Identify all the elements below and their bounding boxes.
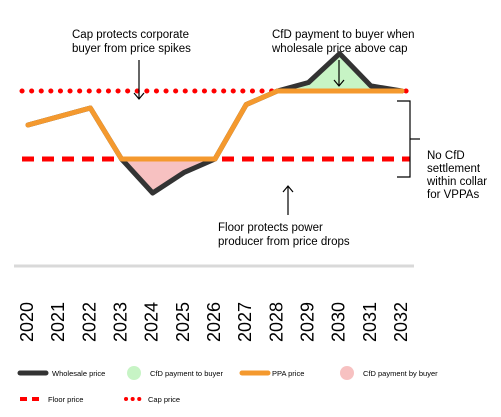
legend-marker-cfd-by-buyer xyxy=(340,366,354,380)
cfd-to-buyer-arrow-head xyxy=(333,79,345,87)
cfd-to-buyer-annotation-line-2: wholesale price above cap xyxy=(272,43,408,55)
no-cfd-annotation-line-2: settlement xyxy=(427,163,481,175)
floor-annotation: Floor protects power producer from price… xyxy=(218,221,378,249)
legend-markers xyxy=(17,366,354,401)
legend-marker-cfd-to-buyer xyxy=(127,366,141,380)
ppa-price-line xyxy=(25,88,405,162)
no-cfd-annotation-line-4: for VPPAs xyxy=(427,189,480,201)
legend-label-wholesale: Wholesale price xyxy=(52,369,106,378)
x-tick-label-2030: 2030 xyxy=(329,302,349,342)
x-tick-label-2028: 2028 xyxy=(266,302,286,342)
legend-label-cfd-by-buyer: CfD payment by buyer xyxy=(363,369,438,378)
cfd-to-buyer-band xyxy=(277,53,402,91)
legend-label-cfd-to-buyer: CfD payment to buyer xyxy=(150,369,223,378)
x-axis: 2020 2021 2022 2023 2024 2025 2026 2027 2028 2029… xyxy=(14,264,414,342)
reference-lines xyxy=(19,88,413,162)
x-tick-label-2024: 2024 xyxy=(142,302,162,342)
legend-label-ppa: PPA price xyxy=(272,369,305,378)
x-tick-label-2022: 2022 xyxy=(79,302,99,342)
cap-annotation: Cap protects corporate buyer from price … xyxy=(72,28,222,56)
x-tick-label-2025: 2025 xyxy=(173,302,193,342)
legend-label-cap: Cap price xyxy=(148,395,181,404)
x-tick-label-2026: 2026 xyxy=(204,302,224,342)
no-cfd-annotation-line-1: No CfD xyxy=(427,150,465,162)
x-tick-label-2023: 2023 xyxy=(111,302,131,342)
no-cfd-annotation: No CfD settlement within collar for VPPA… xyxy=(427,150,501,202)
annotation-arrows xyxy=(133,60,420,215)
floor-annotation-line-1: Floor protects power xyxy=(218,222,323,234)
floor-annotation-line-2: producer from price drops xyxy=(218,236,350,248)
legend-label-floor: Floor price xyxy=(48,395,84,404)
cfd-to-buyer-annotation: CfD payment to buyer when wholesale pric… xyxy=(272,28,442,56)
series-lines xyxy=(25,51,405,196)
cap-annotation-line-2: buyer from price spikes xyxy=(72,43,191,55)
x-tick-label-2027: 2027 xyxy=(235,302,255,342)
cap-arrow-head xyxy=(133,92,145,100)
x-tick-label-2029: 2029 xyxy=(298,302,318,342)
floor-arrow-head xyxy=(282,185,294,193)
cap-annotation-line-1: Cap protects corporate xyxy=(72,29,189,41)
cfd-to-buyer-annotation-line-1: CfD payment to buyer when xyxy=(272,29,415,41)
x-tick-label-2021: 2021 xyxy=(48,302,68,342)
collar-bracket xyxy=(397,100,411,178)
x-tick-label-2031: 2031 xyxy=(360,302,380,342)
x-tick-label-2032: 2032 xyxy=(391,302,411,342)
no-cfd-annotation-line-3: within collar xyxy=(427,176,488,188)
x-tick-label-2020: 2020 xyxy=(17,302,37,342)
